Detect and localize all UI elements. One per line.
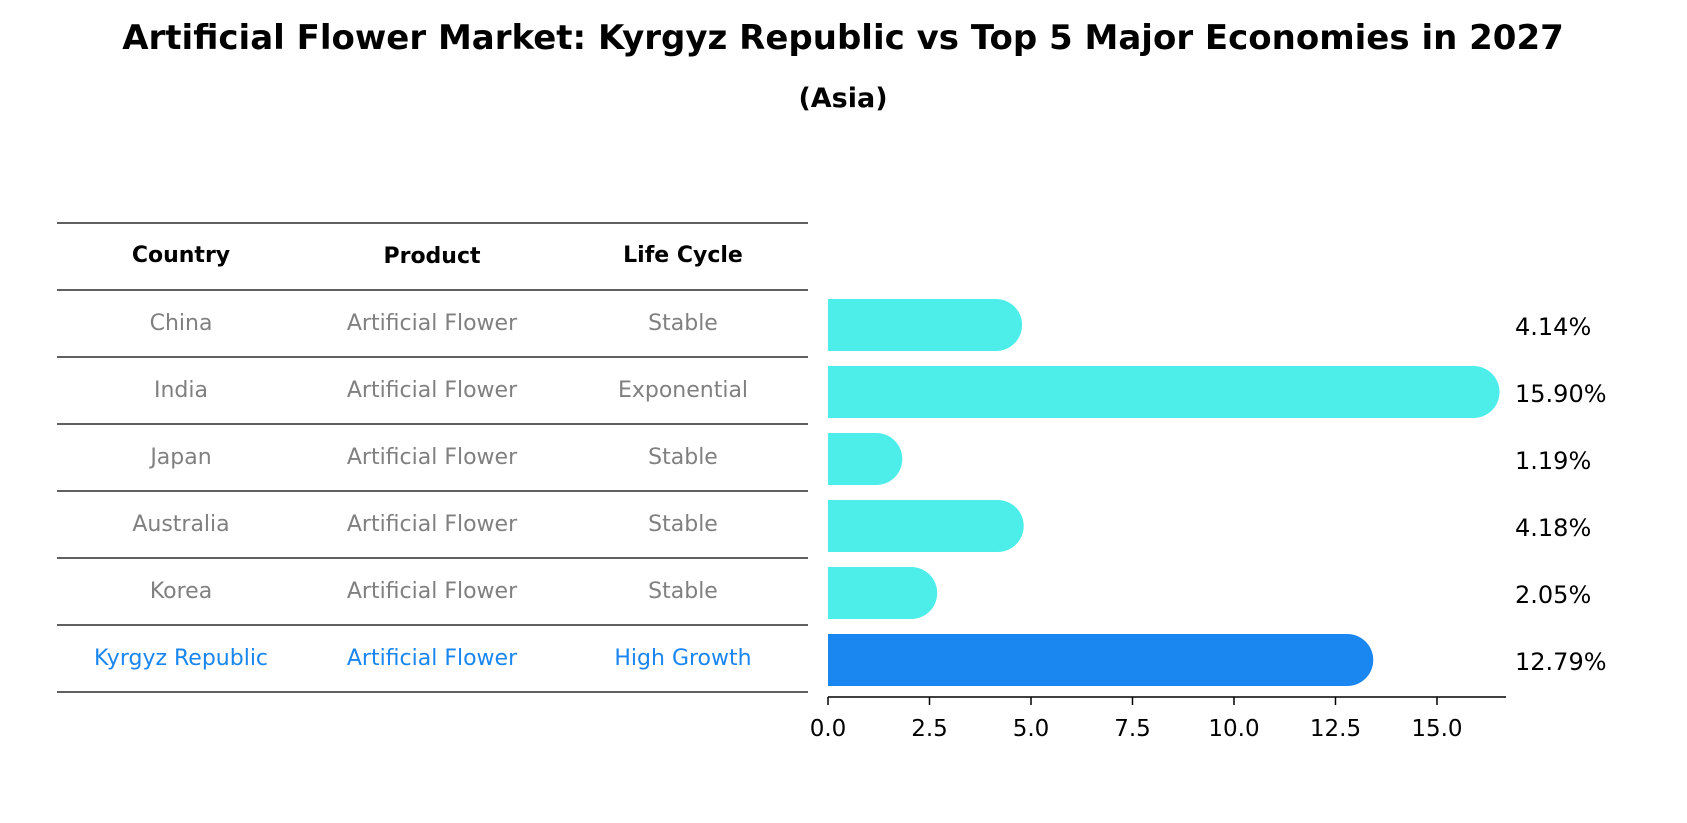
table-rows: China Artificial Flower Stable India Artific… xyxy=(94,311,752,671)
data-table: Country Product Life Cycle China Artifici… xyxy=(57,222,808,693)
chart-subtitle: (Asia) xyxy=(798,83,887,114)
cell-country: India xyxy=(154,378,208,403)
table-row: Japan Artificial Flower Stable xyxy=(148,445,718,470)
x-tick-label: 5.0 xyxy=(1013,716,1050,742)
column-header-product: Product xyxy=(383,244,481,269)
value-label: 4.14% xyxy=(1515,313,1591,341)
cell-product: Artificial Flower xyxy=(347,579,518,604)
x-tick-label: 0.0 xyxy=(810,716,847,742)
table-row: India Artificial Flower Exponential xyxy=(154,378,748,403)
bar-korea xyxy=(828,567,938,619)
cell-product: Artificial Flower xyxy=(347,646,518,671)
bars xyxy=(828,299,1500,686)
cell-country: China xyxy=(150,311,213,336)
x-tick-label: 10.0 xyxy=(1208,716,1259,742)
cell-product: Artificial Flower xyxy=(347,445,518,470)
bar-india xyxy=(828,366,1500,418)
cell-life-cycle: Stable xyxy=(648,512,718,537)
cell-country: Japan xyxy=(148,445,211,470)
value-label: 15.90% xyxy=(1515,380,1607,408)
x-tick-label: 7.5 xyxy=(1114,716,1151,742)
cell-country: Korea xyxy=(150,579,212,604)
chart-title: Artificial Flower Market: Kyrgyz Republi… xyxy=(122,18,1564,58)
cell-life-cycle: Stable xyxy=(648,445,718,470)
value-labels: 4.14% 15.90% 1.19% 4.18% 2.05% 12.79% xyxy=(1515,313,1607,676)
cell-product: Artificial Flower xyxy=(347,311,518,336)
table-row: China Artificial Flower Stable xyxy=(150,311,718,336)
bar-japan xyxy=(828,433,903,485)
cell-life-cycle: Exponential xyxy=(618,378,748,403)
value-label: 1.19% xyxy=(1515,447,1591,475)
cell-life-cycle: Stable xyxy=(648,311,718,336)
x-tick-label: 12.5 xyxy=(1310,716,1361,742)
value-label: 2.05% xyxy=(1515,581,1591,609)
value-label: 4.18% xyxy=(1515,514,1591,542)
table-row: Korea Artificial Flower Stable xyxy=(150,579,718,604)
cell-life-cycle: Stable xyxy=(648,579,718,604)
cell-country: Australia xyxy=(132,512,229,537)
x-axis-ticks: 0.0 2.5 5.0 7.5 10.0 12.5 15.0 xyxy=(810,697,1463,742)
cell-country: Kyrgyz Republic xyxy=(94,646,268,671)
value-label: 12.79% xyxy=(1515,648,1607,676)
cell-product: Artificial Flower xyxy=(347,378,518,403)
cell-product: Artificial Flower xyxy=(347,512,518,537)
table-row: Kyrgyz Republic Artificial Flower High Gro… xyxy=(94,646,752,671)
column-header-life-cycle: Life Cycle xyxy=(623,243,743,268)
cell-life-cycle: High Growth xyxy=(614,646,751,671)
table-row: Australia Artificial Flower Stable xyxy=(132,512,718,537)
x-tick-label: 15.0 xyxy=(1411,716,1462,742)
x-tick-label: 2.5 xyxy=(911,716,948,742)
table-rules xyxy=(57,222,808,693)
column-header-country: Country xyxy=(132,243,230,268)
bar-kyrgyz-republic xyxy=(828,634,1374,686)
bar-australia xyxy=(828,500,1024,552)
bar-plot: 4.14% 15.90% 1.19% 4.18% 2.05% 12.79% 0.0 2.5 5… xyxy=(810,299,1607,742)
bar-china xyxy=(828,299,1023,351)
